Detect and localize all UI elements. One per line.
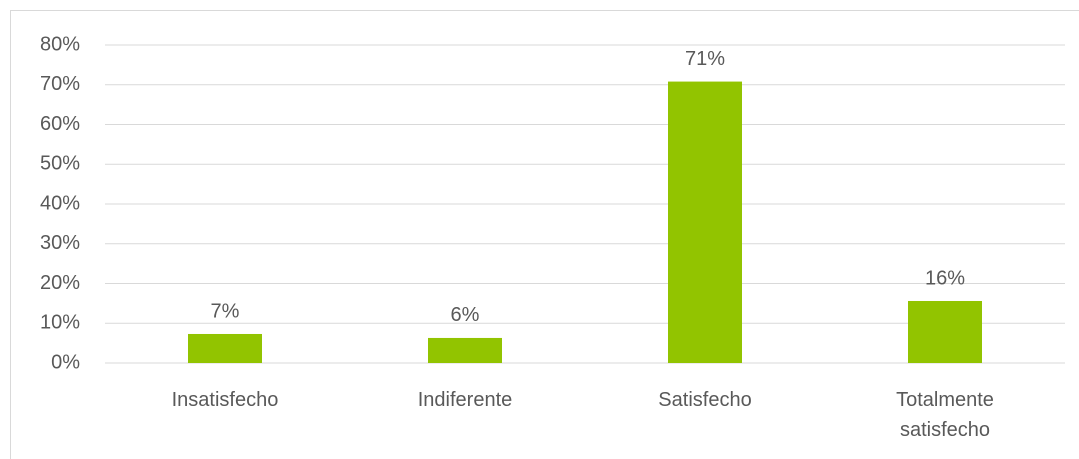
- y-tick-label: 30%: [40, 232, 80, 254]
- y-tick-label: 60%: [40, 113, 80, 135]
- bar: [908, 300, 982, 363]
- y-tick-label: 70%: [40, 73, 80, 95]
- x-tick-label: Indiferente: [417, 389, 513, 411]
- chart-border: [10, 10, 1079, 459]
- data-label: 16%: [925, 267, 965, 289]
- bar: [188, 333, 262, 363]
- x-tick-label: Totalmente satisfecho: [896, 389, 994, 441]
- x-tick-label: Satisfecho: [658, 389, 752, 411]
- bar: [428, 337, 502, 363]
- data-label: 7%: [211, 300, 240, 322]
- x-tick-label: Insatisfecho: [171, 389, 279, 411]
- y-tick-label: 0%: [51, 351, 80, 373]
- y-tick-label: 80%: [40, 33, 80, 55]
- data-label: 71%: [685, 48, 725, 70]
- y-tick-label: 50%: [40, 153, 80, 175]
- y-tick-label: 10%: [40, 312, 80, 334]
- y-tick-label: 40%: [40, 192, 80, 214]
- y-tick-label: 20%: [40, 272, 80, 294]
- bar: [668, 81, 742, 363]
- data-label: 6%: [451, 304, 480, 326]
